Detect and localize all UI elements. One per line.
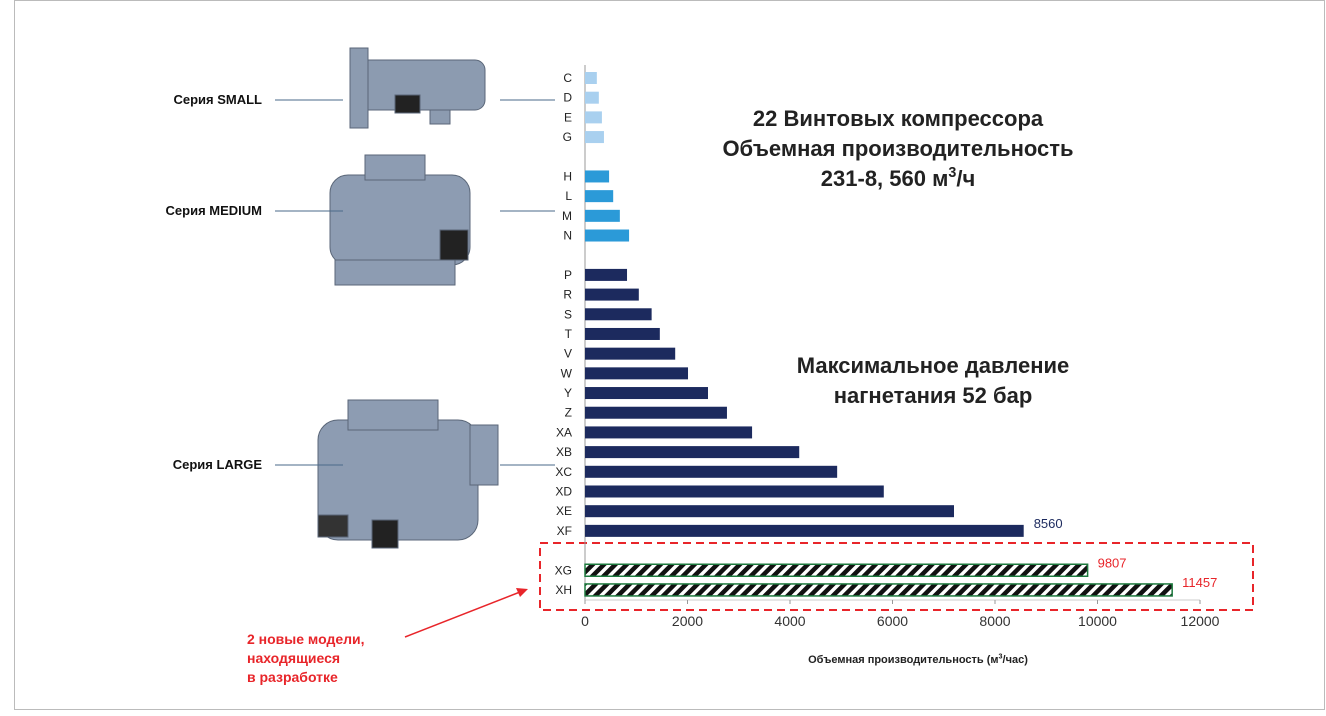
bar bbox=[585, 524, 1024, 537]
chart-title: Объемная производительность bbox=[722, 136, 1073, 161]
new-models-frame bbox=[539, 542, 1254, 611]
bar bbox=[585, 288, 639, 301]
x-axis-label-part: /час) bbox=[1003, 654, 1029, 666]
data-label: 11457 bbox=[1182, 575, 1217, 590]
compressor-large bbox=[317, 399, 499, 549]
bar bbox=[585, 91, 599, 104]
series-label: Серия SMALL bbox=[173, 92, 262, 107]
bar bbox=[585, 131, 604, 144]
bar bbox=[585, 426, 753, 439]
x-tick-label: 6000 bbox=[877, 613, 908, 629]
y-tick-label: Z bbox=[565, 406, 572, 420]
y-tick-label: E bbox=[564, 110, 572, 124]
note: в разработке bbox=[247, 669, 338, 685]
note-arrow bbox=[404, 591, 521, 638]
y-tick-label: H bbox=[563, 169, 572, 183]
bar bbox=[585, 406, 727, 419]
y-tick-label: XA bbox=[556, 425, 572, 439]
bar bbox=[585, 347, 676, 360]
chart-title-part: 231-8, 560 м bbox=[821, 166, 949, 191]
bar bbox=[585, 190, 614, 203]
y-tick-label: XG bbox=[555, 563, 572, 577]
x-axis-label: Объемная производительность (м3/час) bbox=[808, 653, 1028, 666]
annotation: Максимальное давление bbox=[797, 353, 1070, 378]
bar bbox=[585, 111, 602, 124]
x-tick-label: 2000 bbox=[672, 613, 703, 629]
y-tick-label: M bbox=[562, 209, 572, 223]
data-label: 9807 bbox=[1098, 555, 1127, 570]
compressor-small bbox=[349, 47, 486, 129]
bar bbox=[585, 308, 652, 321]
y-tick-label: N bbox=[563, 229, 572, 243]
y-tick-label: G bbox=[563, 130, 572, 144]
x-tick-label: 0 bbox=[581, 613, 589, 629]
y-tick-label: XB bbox=[556, 445, 572, 459]
slide-border bbox=[14, 0, 1325, 710]
chart-title: 231-8, 560 м3/ч bbox=[821, 165, 975, 191]
y-tick-label: XE bbox=[556, 504, 572, 518]
bar bbox=[585, 229, 630, 242]
y-tick-label: XC bbox=[555, 465, 572, 479]
y-tick-label: L bbox=[565, 189, 572, 203]
x-tick-label: 8000 bbox=[979, 613, 1010, 629]
y-tick-label: W bbox=[561, 366, 573, 380]
chart-title-part: /ч bbox=[956, 166, 975, 191]
x-axis-label-sup: 3 bbox=[999, 653, 1003, 661]
note-arrowhead bbox=[516, 588, 528, 597]
y-tick-label: R bbox=[563, 288, 572, 302]
bar bbox=[585, 485, 884, 498]
y-tick-label: P bbox=[564, 268, 572, 282]
note: находящиеся bbox=[247, 650, 340, 666]
bar bbox=[585, 505, 954, 518]
compressor-medium bbox=[329, 154, 471, 286]
bar bbox=[585, 465, 838, 478]
bar bbox=[585, 268, 628, 281]
y-tick-label: D bbox=[563, 91, 572, 105]
bar bbox=[585, 327, 660, 340]
y-tick-label: XD bbox=[555, 484, 572, 498]
y-tick-label: XF bbox=[557, 524, 572, 538]
x-tick-label: 4000 bbox=[774, 613, 805, 629]
bar bbox=[585, 170, 610, 183]
y-tick-label: V bbox=[564, 347, 572, 361]
chart-title: 22 Винтовых компрессора bbox=[753, 106, 1044, 131]
bar bbox=[585, 209, 620, 222]
y-tick-label: XH bbox=[555, 583, 572, 597]
bar bbox=[584, 583, 1173, 597]
bar bbox=[585, 446, 800, 459]
series-label: Серия LARGE bbox=[173, 457, 263, 472]
y-tick-label: Y bbox=[564, 386, 572, 400]
x-axis-label-part: Объемная производительность (м bbox=[808, 654, 998, 666]
bar bbox=[585, 72, 597, 84]
y-tick-label: S bbox=[564, 307, 572, 321]
note: 2 новые модели, bbox=[247, 631, 365, 647]
bar bbox=[585, 367, 689, 380]
x-tick-label: 10000 bbox=[1078, 613, 1117, 629]
y-tick-label: C bbox=[563, 71, 572, 85]
annotation: нагнетания 52 бар bbox=[834, 383, 1033, 408]
series-label: Серия MEDIUM bbox=[166, 203, 262, 218]
bar bbox=[584, 563, 1089, 577]
x-tick-label: 12000 bbox=[1181, 613, 1220, 629]
data-label: 8560 bbox=[1034, 516, 1063, 531]
bar bbox=[585, 387, 708, 400]
y-tick-label: T bbox=[565, 327, 573, 341]
chart-title-sup: 3 bbox=[948, 165, 956, 181]
